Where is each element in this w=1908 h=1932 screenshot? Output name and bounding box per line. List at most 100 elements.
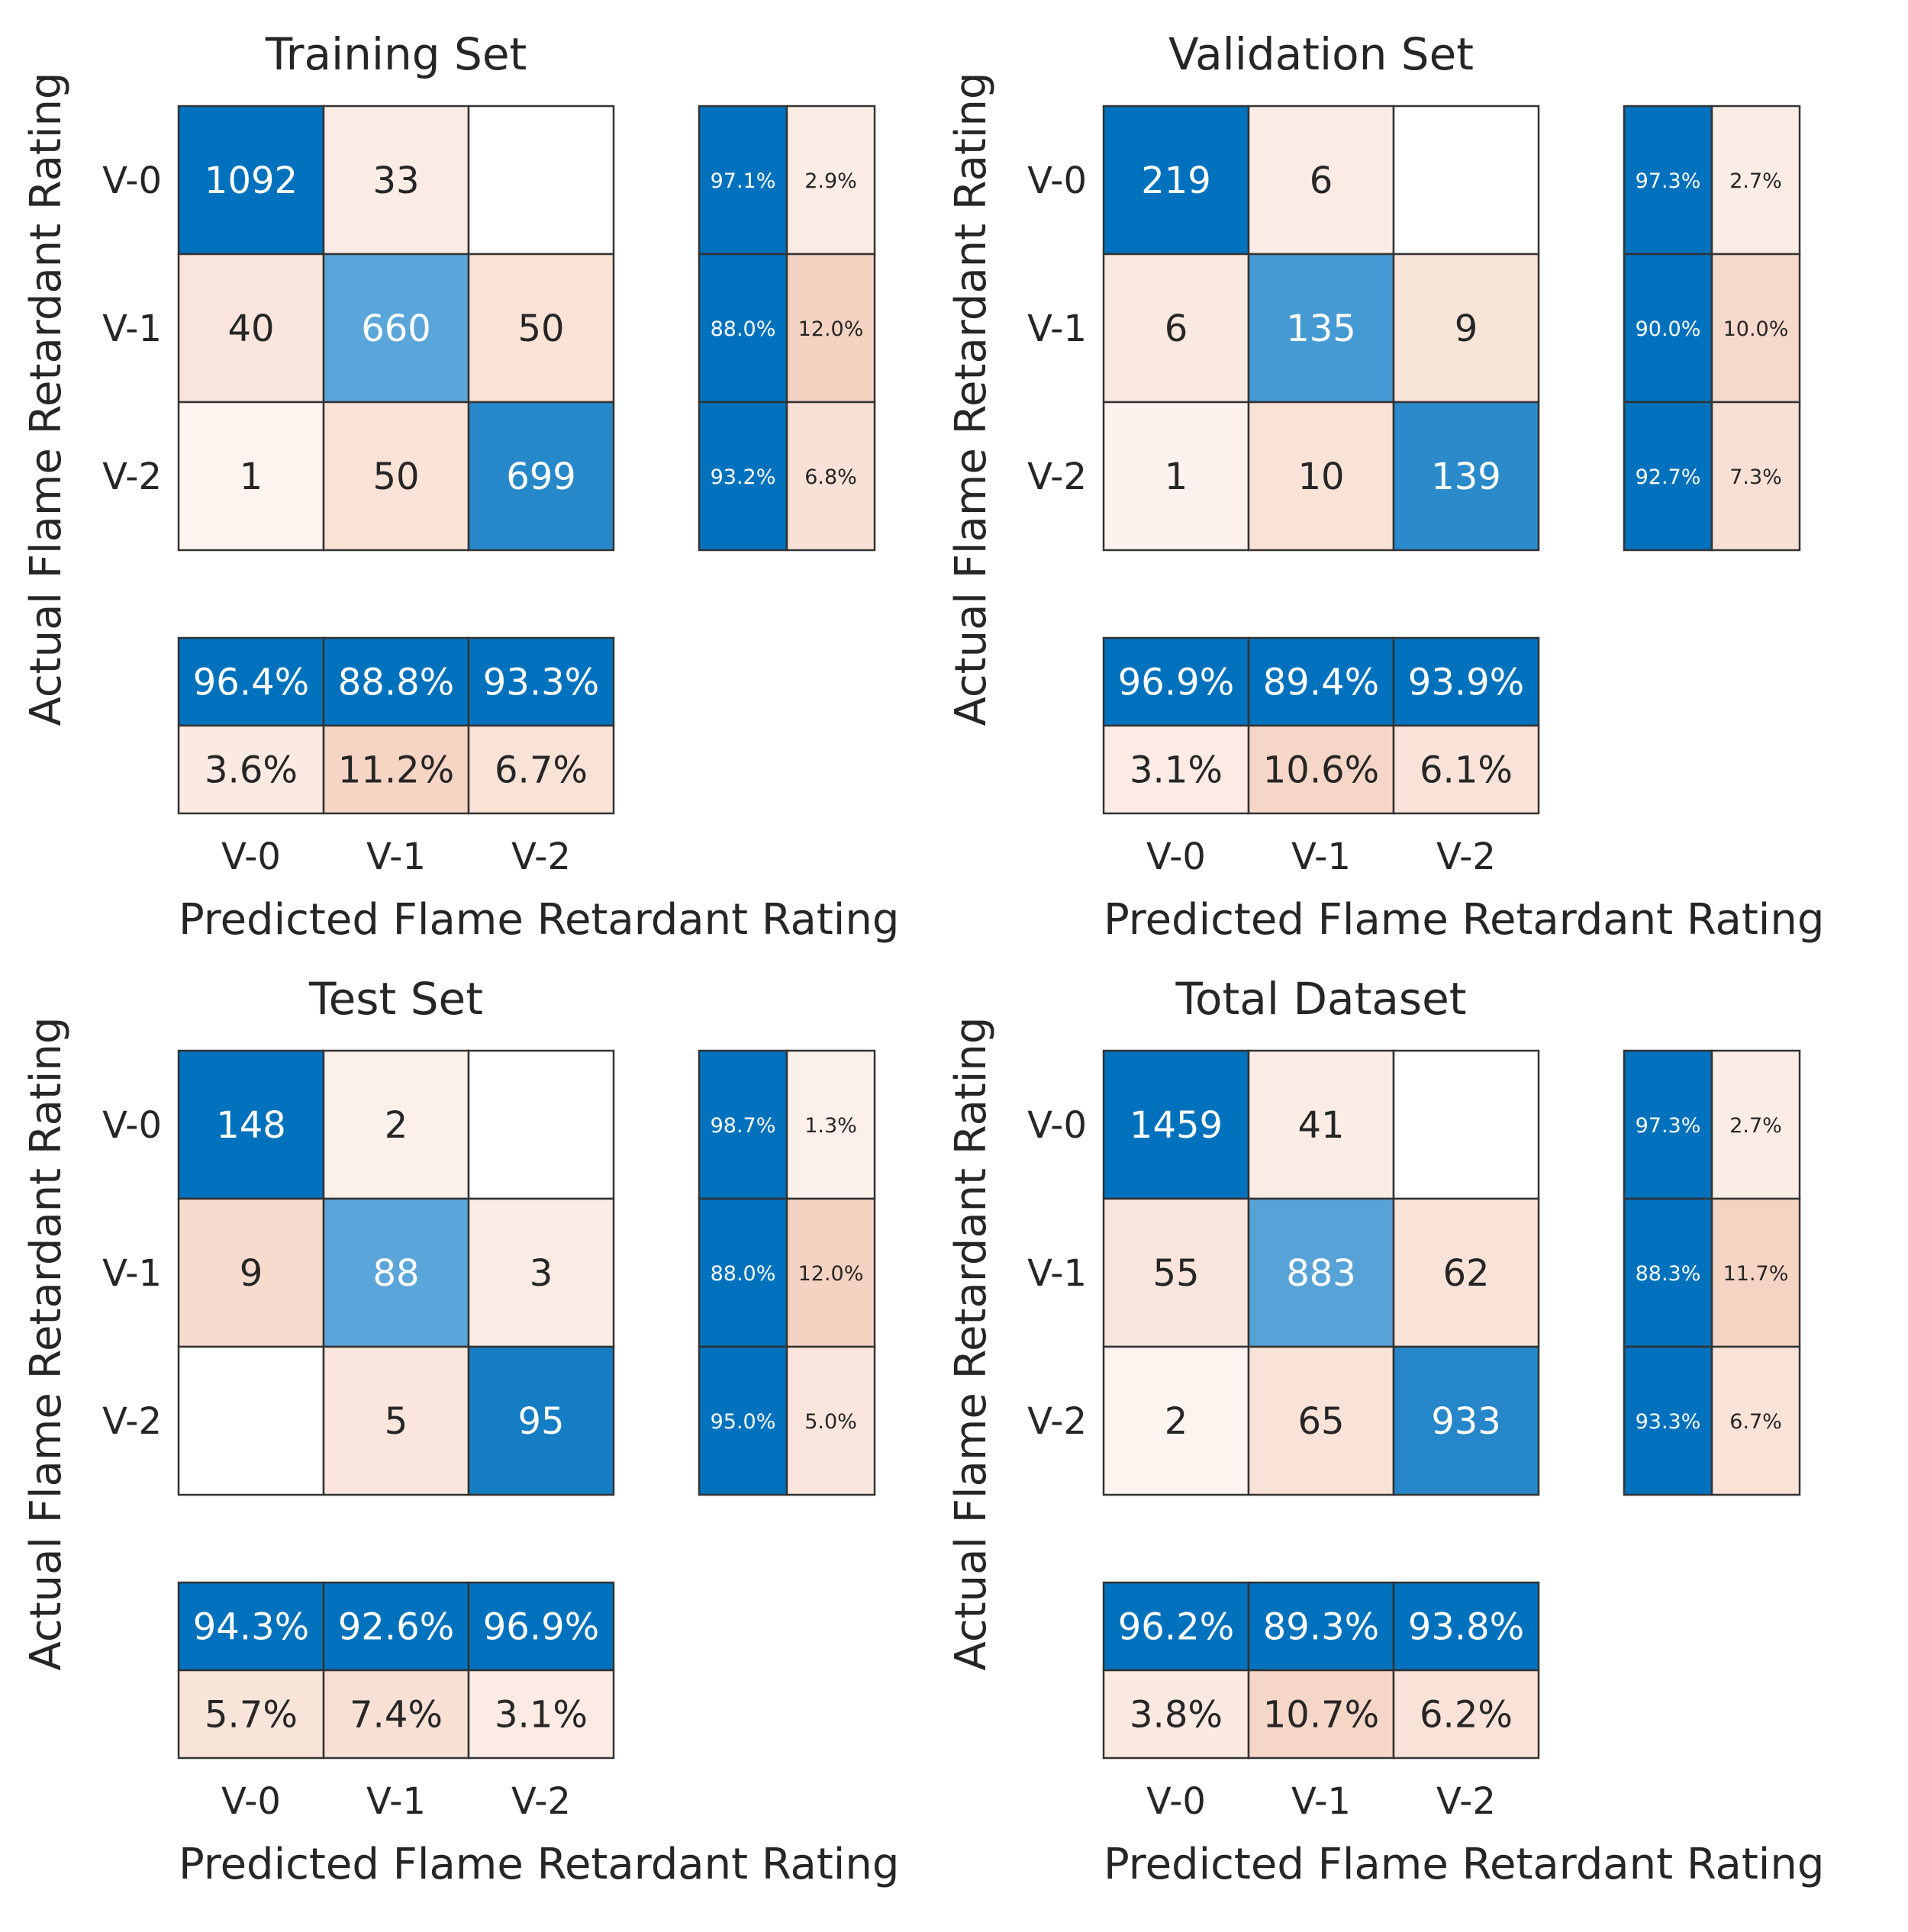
row-tick-label: V-1: [102, 308, 162, 350]
matrix-cell: [1247, 1345, 1395, 1496]
column-summary-cell: [1392, 636, 1540, 727]
matrix-cell: [1102, 105, 1250, 256]
row-summary-value: 90.0%: [1636, 317, 1701, 341]
matrix-cell: [467, 401, 615, 552]
column-summary-value: 93.9%: [1408, 662, 1524, 704]
column-summary-value: 96.9%: [483, 1606, 599, 1649]
column-summary-value: 3.1%: [495, 1694, 588, 1737]
row-summary-value: 88.0%: [711, 317, 776, 341]
row-summary-cell: [1710, 1345, 1801, 1496]
column-summary-cell: [322, 1581, 470, 1672]
row-tick-label: V-2: [1027, 1400, 1087, 1443]
matrix-cell: [1247, 1049, 1395, 1200]
row-summary-cell: [1710, 401, 1801, 552]
row-summary-value: 2.7%: [1729, 1114, 1782, 1138]
column-summary-value: 6.7%: [495, 749, 588, 792]
column-tick-label: V-0: [221, 1780, 281, 1823]
row-summary-value: 1.3%: [804, 1114, 857, 1138]
column-tick-label: V-1: [1291, 836, 1351, 878]
column-tick-label: V-2: [511, 1780, 571, 1823]
column-tick-label: V-1: [366, 1780, 426, 1823]
row-summary-value: 6.7%: [1729, 1410, 1782, 1434]
cell-count: 2: [1165, 1400, 1188, 1443]
column-summary-cell: [1247, 636, 1395, 727]
row-summary-cell: [785, 1345, 876, 1496]
column-tick-label: V-2: [511, 836, 571, 878]
row-summary-cell: [698, 401, 788, 552]
column-summary-cell: [467, 1669, 615, 1760]
cell-count: 699: [506, 456, 576, 498]
row-tick-label: V-0: [1027, 1104, 1087, 1147]
row-summary-value: 92.7%: [1636, 465, 1701, 489]
row-summary-value: 93.2%: [711, 465, 776, 489]
row-summary-cell: [785, 401, 876, 552]
column-summary-value: 89.3%: [1263, 1606, 1379, 1649]
x-axis-label: Predicted Flame Retardant Rating: [179, 895, 899, 945]
column-summary-cell: [1247, 1581, 1395, 1672]
row-summary-value: 10.0%: [1723, 317, 1789, 341]
cell-count: 883: [1286, 1252, 1356, 1295]
column-summary-value: 93.8%: [1408, 1606, 1524, 1649]
row-summary-cell: [698, 1049, 788, 1200]
cell-count: 33: [372, 159, 419, 202]
column-summary-value: 7.4%: [350, 1694, 443, 1737]
row-summary-cell: [1623, 253, 1713, 404]
cell-count: 95: [517, 1400, 564, 1443]
confusion-matrix-test-set: Test Set Actual Flame Retardant Rating V-0…: [21, 973, 899, 1889]
matrix-cell: [322, 1345, 470, 1496]
column-summary-cell: [467, 724, 615, 815]
column-summary-cell: [467, 1581, 615, 1672]
column-tick-label: V-1: [366, 836, 426, 878]
y-axis-label: Actual Flame Retardant Rating: [946, 1017, 996, 1671]
matrix-cell: [467, 1049, 615, 1200]
column-summary-cell: [1392, 1669, 1540, 1760]
column-summary-cell: [177, 1669, 325, 1760]
cell-count: 2: [385, 1104, 408, 1147]
matrix-cell: [1247, 401, 1395, 552]
cell-count: 139: [1431, 456, 1501, 498]
column-summary-value: 89.4%: [1263, 662, 1379, 704]
cell-count: 41: [1297, 1104, 1344, 1147]
matrix-cell: [1392, 1049, 1540, 1200]
matrix-cell: [1392, 105, 1540, 256]
row-summary-cell: [1623, 105, 1713, 256]
row-summary-cell: [785, 253, 876, 404]
row-tick-label: V-0: [102, 159, 162, 202]
row-tick-label: V-0: [102, 1104, 162, 1147]
column-summary-value: 6.2%: [1420, 1694, 1513, 1737]
cell-count: 88: [372, 1252, 419, 1295]
confusion-matrix-validation-set: Validation Set Actual Flame Retardant Rat…: [946, 28, 1824, 945]
row-tick-label: V-0: [1027, 159, 1087, 202]
column-summary-value: 3.8%: [1130, 1694, 1223, 1737]
row-summary-cell: [1710, 1049, 1801, 1200]
y-axis-label: Actual Flame Retardant Rating: [21, 1017, 71, 1671]
column-summary-value: 10.6%: [1263, 749, 1379, 792]
column-summary-value: 11.2%: [338, 749, 454, 792]
row-tick-label: V-2: [102, 1400, 162, 1443]
cell-count: 10: [1297, 456, 1344, 498]
column-tick-label: V-0: [1146, 1780, 1206, 1823]
matrix-cell: [1392, 1345, 1540, 1496]
matrix-cell: [1392, 401, 1540, 552]
row-summary-value: 7.3%: [1729, 465, 1782, 489]
row-summary-value: 12.0%: [798, 317, 864, 341]
matrix-cell: [1247, 105, 1395, 256]
cell-count: 40: [227, 308, 274, 350]
matrix-cell: [467, 1197, 615, 1348]
cell-count: 6: [1165, 308, 1188, 350]
row-tick-label: V-1: [102, 1252, 162, 1295]
row-summary-value: 6.8%: [804, 465, 857, 489]
column-summary-cell: [322, 636, 470, 727]
column-summary-value: 6.1%: [1420, 749, 1513, 792]
matrix-cell: [1102, 253, 1250, 404]
column-summary-cell: [1102, 1669, 1250, 1760]
cell-count: 148: [216, 1104, 286, 1147]
cell-count: 1: [240, 456, 263, 498]
cell-count: 135: [1286, 308, 1356, 350]
x-axis-label: Predicted Flame Retardant Rating: [1104, 895, 1824, 945]
cell-count: 9: [240, 1252, 263, 1295]
column-summary-cell: [1102, 724, 1250, 815]
column-summary-cell: [177, 724, 325, 815]
x-axis-label: Predicted Flame Retardant Rating: [1104, 1840, 1824, 1889]
